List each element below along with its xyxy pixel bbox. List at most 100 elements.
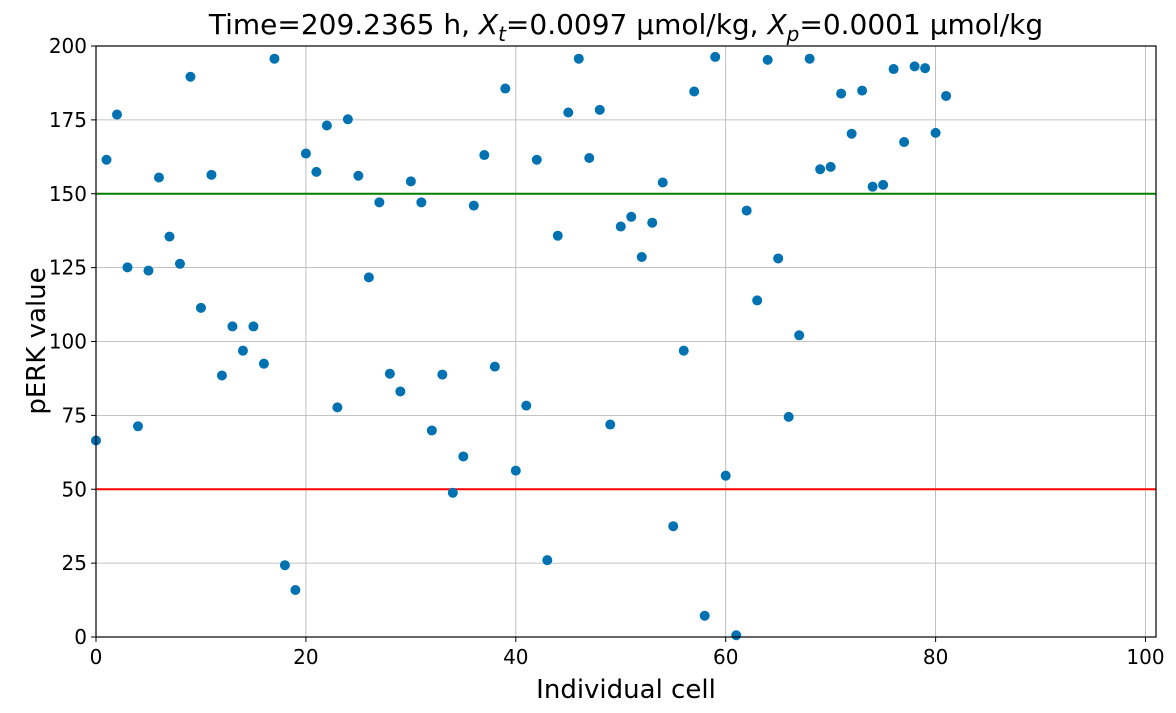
data-point [573,53,584,64]
data-point [552,230,563,241]
data-point [248,321,259,332]
data-point [206,169,217,180]
data-point [111,109,122,120]
data-point [458,451,469,462]
data-point [563,107,574,118]
data-point [227,321,238,332]
data-point [741,205,752,216]
data-point [279,560,290,571]
data-point [489,361,500,372]
data-point [657,177,668,188]
chart-title: Time=209.2365 h, Xt=0.0097 µmol/kg, Xp=0… [208,8,1043,46]
data-point [447,487,458,498]
data-point [510,465,521,476]
y-tick-label: 100 [49,330,87,354]
data-point [930,127,941,138]
data-point [909,61,920,72]
title-xp-value: =0.0001 µmol/kg [799,8,1043,41]
data-point [689,86,700,97]
data-point [899,137,910,148]
data-point [332,402,343,413]
data-point [678,345,689,356]
data-point [437,369,448,380]
data-point [857,85,868,96]
x-tick-label: 80 [923,645,948,669]
data-point [153,172,164,183]
data-point [300,148,311,159]
x-tick-label: 0 [90,645,103,669]
data-point [143,265,154,276]
data-point [542,555,553,566]
title-xt-base: X [477,8,499,41]
data-point [122,262,133,273]
x-tick-label: 100 [1126,645,1164,669]
data-point [846,128,857,139]
y-tick-label: 25 [62,551,87,575]
data-point [101,154,112,165]
data-point [941,90,952,101]
data-point [237,345,248,356]
data-point [752,295,763,306]
data-point [815,164,826,175]
data-point [195,302,206,313]
data-point [374,197,385,208]
y-axis-label: pERK value [22,267,52,414]
data-point [321,120,332,131]
title-xt-value: =0.0097 µmol/kg, [506,8,768,41]
x-tick-label: 20 [293,645,318,669]
data-point [353,170,364,181]
data-point [185,71,196,82]
data-point [258,358,269,369]
data-point [290,585,301,596]
data-point [878,179,889,190]
data-point [626,211,637,222]
y-axis-ticks: 0 25 50 75 100 125 150 175 200 [49,34,96,649]
data-point [594,104,605,115]
data-point [783,411,794,422]
title-xp-sub: p [786,22,800,46]
data-point [395,386,406,397]
reference-lines [96,192,1156,491]
y-tick-label: 0 [74,625,87,649]
y-tick-label: 150 [49,182,87,206]
data-point [636,251,647,262]
data-point [762,54,773,65]
data-point [479,150,490,161]
title-xp-base: X [765,8,787,41]
data-point [311,166,322,177]
data-point [584,152,595,163]
y-tick-label: 75 [62,403,87,427]
title-xt-sub: t [498,22,507,46]
data-point [920,63,931,74]
data-point [668,521,679,532]
data-point [615,221,626,232]
data-point [132,421,143,432]
data-point [720,470,731,481]
data-point [867,181,878,192]
data-point [384,368,395,379]
data-point [269,53,280,64]
data-point [710,51,721,62]
data-point [699,610,710,621]
data-point [794,330,805,341]
y-tick-label: 175 [49,108,87,132]
data-point [174,258,185,269]
data-point [216,370,227,381]
x-tick-label: 60 [713,645,738,669]
data-point [773,253,784,264]
data-points [91,51,952,641]
data-point [405,176,416,187]
x-tick-label: 40 [503,645,528,669]
data-point [804,53,815,64]
x-axis-label: Individual cell [536,675,716,705]
data-point [426,425,437,436]
data-point [531,154,542,165]
data-point [468,200,479,211]
y-tick-label: 50 [62,477,87,501]
data-point [164,231,175,242]
data-point [825,161,836,172]
data-point [647,217,658,228]
data-point [363,272,374,283]
data-point [416,197,427,208]
